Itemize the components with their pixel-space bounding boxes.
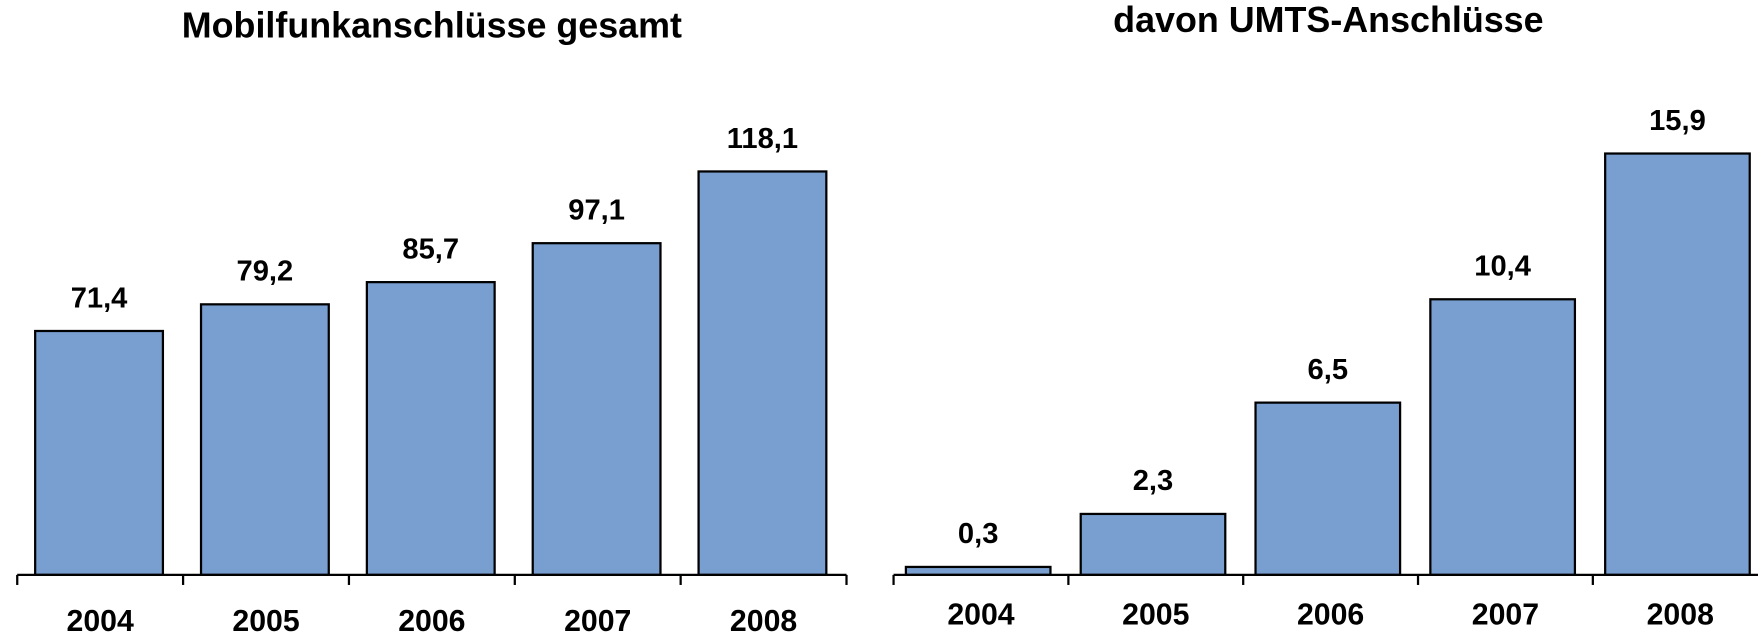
bar bbox=[904, 565, 1052, 577]
x-tick-label: 2006 bbox=[1297, 598, 1364, 631]
value-label: 2,3 bbox=[1133, 465, 1174, 497]
value-label: 0,3 bbox=[958, 518, 998, 550]
value-label: 10,4 bbox=[1474, 251, 1531, 283]
x-tick-label: 2007 bbox=[1472, 598, 1539, 631]
x-tick-label: 2006 bbox=[398, 605, 465, 638]
bar bbox=[1604, 152, 1751, 577]
value-label: 15,9 bbox=[1649, 105, 1706, 137]
x-tick-label: 2008 bbox=[730, 605, 797, 638]
value-label: 118,1 bbox=[727, 123, 798, 155]
x-tick-label: 2007 bbox=[564, 605, 631, 638]
bar bbox=[199, 303, 330, 577]
chart-title: davon UMTS-Anschlüsse bbox=[1113, 0, 1543, 40]
x-tick-label: 2004 bbox=[947, 598, 1014, 631]
bar bbox=[1254, 401, 1402, 577]
value-label: 6,5 bbox=[1308, 354, 1348, 386]
value-label: 79,2 bbox=[237, 256, 294, 288]
bar bbox=[697, 170, 828, 577]
bar bbox=[1429, 298, 1577, 577]
bar bbox=[365, 281, 496, 577]
x-tick-label: 2005 bbox=[232, 605, 299, 638]
value-label: 85,7 bbox=[402, 233, 459, 265]
x-tick-label: 2004 bbox=[67, 605, 134, 638]
bar bbox=[34, 329, 165, 577]
x-tick-label: 2008 bbox=[1647, 598, 1714, 631]
chart-title: Mobilfunkanschlüsse gesamt bbox=[182, 5, 682, 45]
bar bbox=[531, 242, 662, 577]
bar bbox=[1079, 512, 1227, 577]
x-tick-label: 2005 bbox=[1122, 598, 1189, 631]
value-label: 97,1 bbox=[568, 195, 625, 227]
value-label: 71,4 bbox=[71, 282, 128, 314]
